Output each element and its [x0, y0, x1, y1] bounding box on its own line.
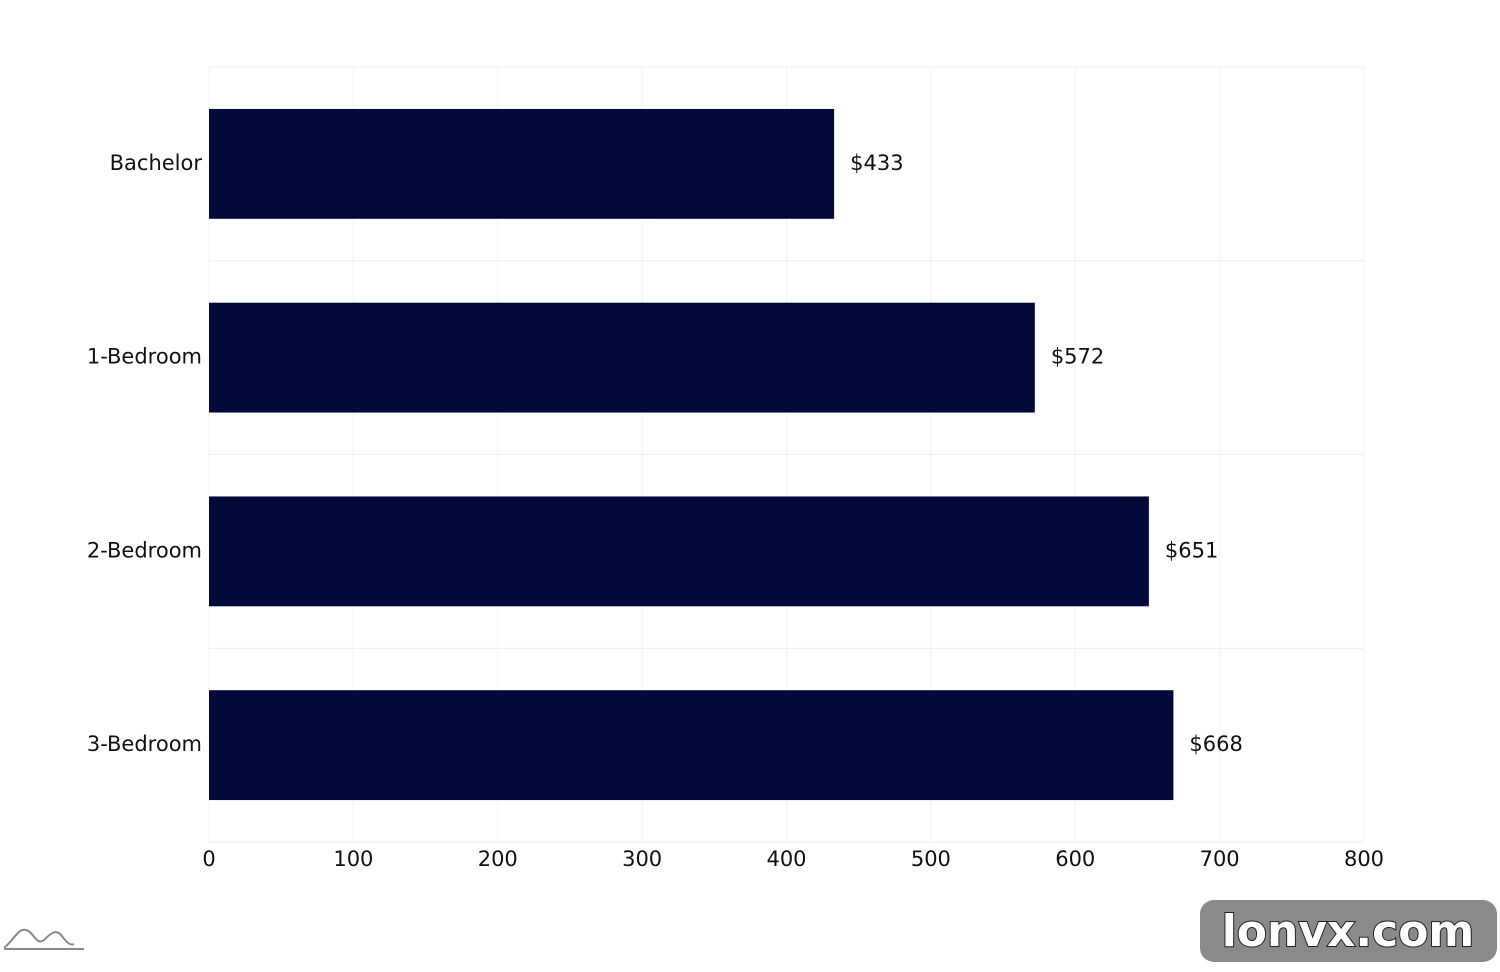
bar	[209, 690, 1174, 801]
value-label: $651	[1165, 538, 1218, 562]
watermark-box	[1200, 900, 1497, 962]
x-tick-label: 800	[1344, 847, 1384, 871]
bar	[209, 108, 835, 219]
value-label: $572	[1051, 345, 1104, 369]
x-tick-label: 500	[911, 847, 951, 871]
x-tick-label: 400	[766, 847, 806, 871]
logo	[3, 928, 84, 950]
bar	[209, 496, 1149, 607]
y-tick-label: Bachelor	[110, 151, 203, 175]
value-label: $433	[850, 151, 903, 175]
value-label: $668	[1189, 732, 1242, 756]
watermark: lonvx.com	[1222, 906, 1475, 957]
bar	[209, 302, 1035, 413]
x-tick-label: 300	[622, 847, 662, 871]
y-tick-label: 2-Bedroom	[87, 538, 202, 562]
y-tick-label: 3-Bedroom	[87, 732, 202, 756]
x-tick-label: 200	[478, 847, 518, 871]
y-tick-label: 1-Bedroom	[87, 345, 202, 369]
x-tick-label: 100	[333, 847, 373, 871]
x-tick-label: 700	[1200, 847, 1240, 871]
x-tick-label: 0	[202, 847, 215, 871]
x-tick-label: 600	[1055, 847, 1095, 871]
